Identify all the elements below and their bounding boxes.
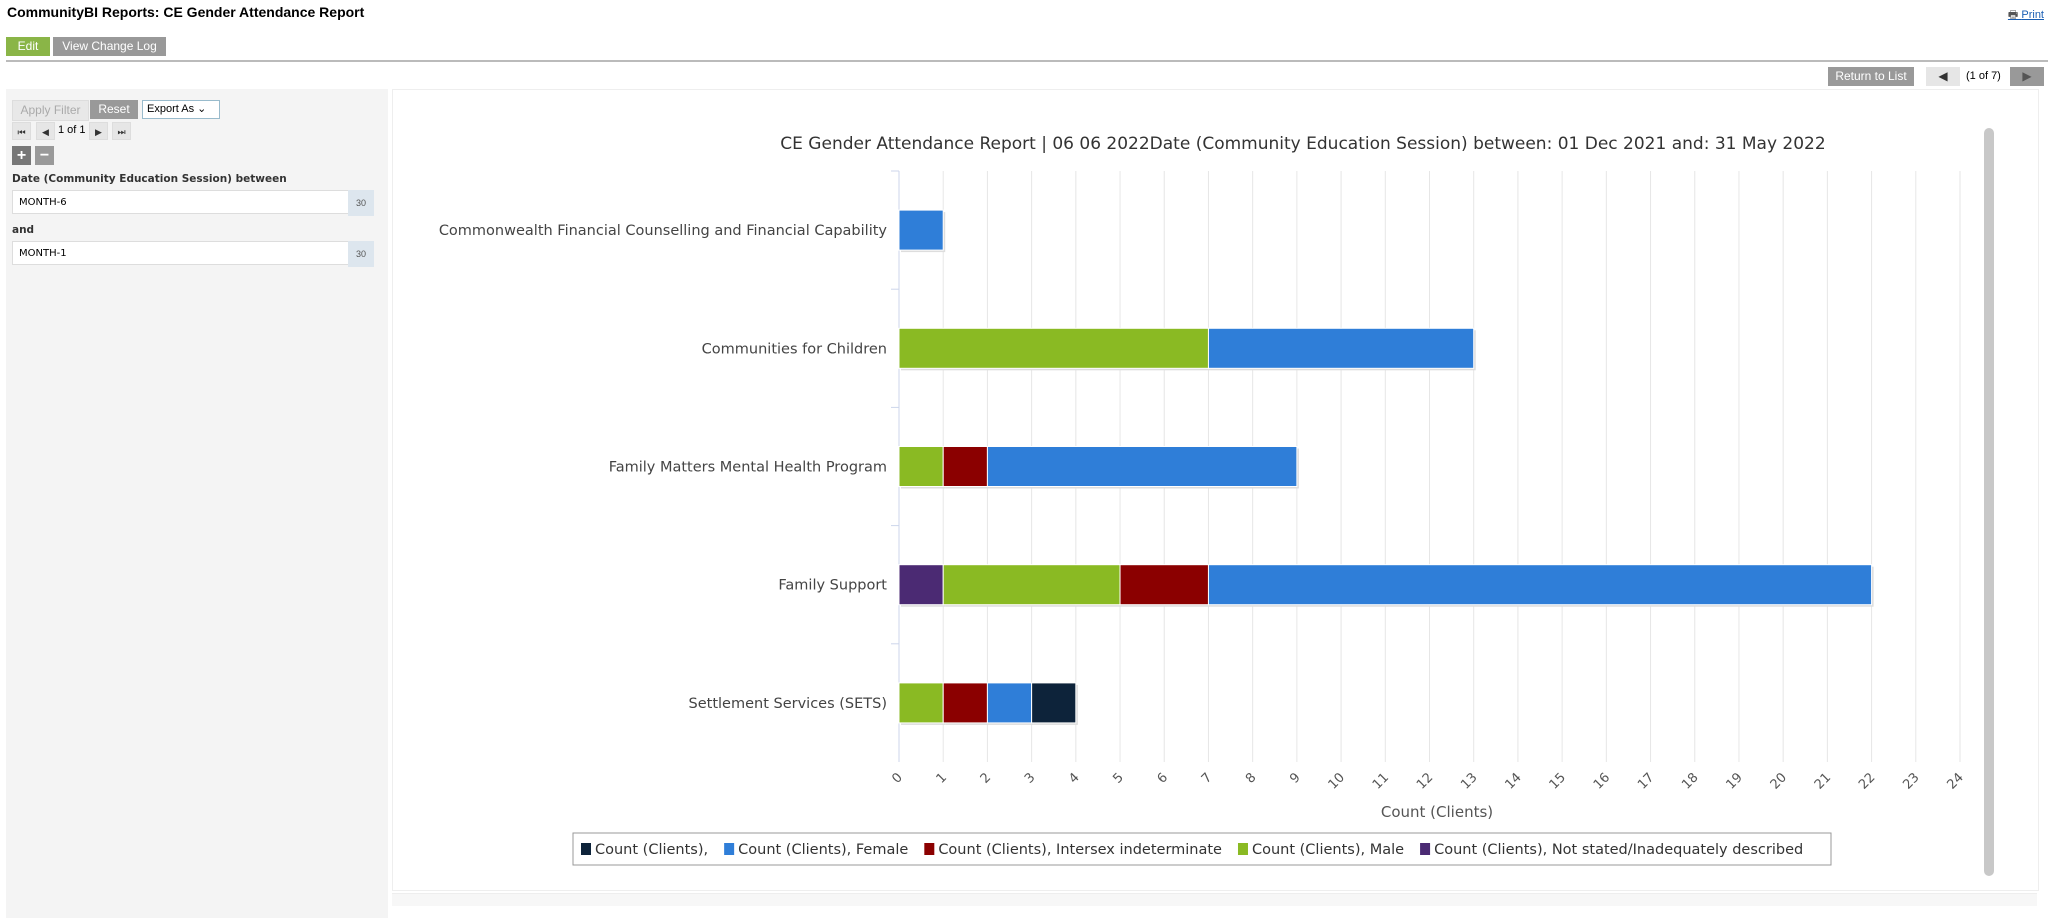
first-page-button[interactable]: ⏮ — [12, 122, 31, 140]
x-tick-label: 13 — [1458, 770, 1480, 792]
prev-page-button[interactable]: ◀ — [36, 122, 55, 140]
return-to-list-button[interactable]: Return to List — [1828, 67, 1914, 86]
export-as-select[interactable]: Export As ⌄ — [142, 100, 220, 119]
x-tick-label: 9 — [1287, 770, 1303, 786]
legend — [572, 832, 1832, 866]
scrollbar[interactable] — [1984, 128, 1994, 876]
chart-title: CE Gender Attendance Report | 06 06 2022… — [780, 134, 1825, 154]
x-tick-label: 18 — [1679, 770, 1701, 792]
legend-swatch — [724, 843, 735, 855]
x-tick-label: 8 — [1243, 770, 1259, 786]
x-tick-label: 19 — [1723, 770, 1745, 792]
legend-item[interactable]: Count (Clients), Intersex indeterminate — [938, 842, 1222, 858]
x-axis-title: Count (Clients) — [1381, 803, 1493, 821]
filter-panel: Apply Filter Reset Export As ⌄ ⏮ ◀ 1 of … — [6, 89, 388, 918]
x-tick-label: 12 — [1414, 770, 1436, 792]
chevron-down-icon: ⌄ — [197, 103, 207, 115]
x-tick-label: 7 — [1199, 770, 1215, 786]
legend-swatch — [1420, 843, 1431, 855]
x-tick-label: 5 — [1110, 770, 1126, 786]
x-tick-label: 11 — [1370, 770, 1392, 792]
x-tick-label: 2 — [978, 770, 994, 786]
legend-item[interactable]: Count (Clients), — [595, 842, 708, 858]
bar-segment[interactable] — [898, 682, 944, 724]
printer-icon: 🖶 — [2007, 9, 2022, 21]
bar-chart: CE Gender Attendance Report | 06 06 2022… — [439, 128, 1994, 876]
bar-segment[interactable] — [1119, 564, 1209, 606]
x-tick-label: 1 — [934, 770, 950, 786]
bar-segment[interactable] — [898, 209, 944, 251]
remove-filter-button[interactable]: − — [35, 146, 54, 165]
edit-button[interactable]: Edit — [6, 37, 50, 56]
calendar-icon[interactable]: 30 — [348, 241, 374, 267]
x-tick-label: 23 — [1900, 770, 1922, 792]
bar-segment[interactable] — [942, 446, 988, 487]
legend-item[interactable]: Count (Clients), Female — [738, 842, 908, 858]
from-date-input[interactable]: MONTH-6 — [12, 190, 350, 214]
category-label: Commonwealth Financial Counselling and F… — [439, 223, 888, 239]
print-label: Print — [2021, 9, 2044, 21]
view-change-log-button[interactable]: View Change Log — [53, 37, 166, 56]
record-position: (1 of 7) — [1966, 70, 2001, 82]
chart-panel: CE Gender Attendance Report | 06 06 2022… — [392, 89, 2039, 891]
x-tick-label: 22 — [1856, 770, 1878, 792]
x-tick-label: 3 — [1022, 770, 1038, 786]
legend-swatch — [1237, 843, 1248, 855]
x-tick-label: 20 — [1768, 770, 1790, 792]
bar-segment[interactable] — [898, 564, 944, 606]
x-tick-label: 0 — [889, 770, 905, 786]
x-tick-label: 14 — [1502, 770, 1524, 792]
next-page-button[interactable]: ▶ — [89, 122, 108, 140]
category-label: Family Matters Mental Health Program — [609, 460, 887, 476]
bar-segment[interactable] — [942, 682, 988, 724]
print-link[interactable]: 🖶 Print — [2008, 6, 2044, 25]
calendar-icon[interactable]: 30 — [348, 190, 374, 216]
and-label: and — [12, 224, 35, 236]
reset-button[interactable]: Reset — [90, 100, 138, 119]
legend-swatch — [581, 843, 591, 855]
bar-segment[interactable] — [898, 446, 944, 487]
x-tick-label: 4 — [1066, 770, 1082, 786]
bar-segment[interactable] — [1031, 682, 1077, 724]
previous-record-button[interactable]: ◀ — [1926, 67, 1960, 86]
bar-segment[interactable] — [1207, 564, 1873, 606]
legend-item[interactable]: Count (Clients), Male — [1252, 842, 1404, 858]
category-label: Settlement Services (SETS) — [689, 696, 887, 712]
bar-segment[interactable] — [986, 682, 1033, 724]
export-as-label: Export As — [147, 103, 195, 115]
page-title: CommunityBI Reports: CE Gender Attendanc… — [7, 4, 365, 20]
x-tick-label: 6 — [1155, 770, 1171, 786]
to-date-input[interactable]: MONTH-1 — [12, 241, 350, 265]
add-filter-button[interactable]: + — [12, 146, 31, 165]
x-tick-label: 15 — [1547, 770, 1569, 792]
next-record-button[interactable]: ▶ — [2010, 67, 2044, 86]
x-tick-label: 16 — [1591, 770, 1613, 792]
bar-segment[interactable] — [986, 446, 1298, 487]
last-page-button[interactable]: ⏭ — [112, 122, 131, 140]
x-tick-label: 24 — [1945, 770, 1967, 792]
x-tick-label: 17 — [1635, 770, 1657, 792]
bar-segment[interactable] — [942, 564, 1121, 606]
date-between-label: Date (Community Education Session) betwe… — [12, 173, 287, 185]
x-tick-label: 10 — [1326, 770, 1348, 792]
apply-filter-button[interactable]: Apply Filter — [12, 100, 89, 121]
legend-item[interactable]: Count (Clients), Not stated/Inadequately… — [1434, 842, 1803, 858]
x-tick-label: 21 — [1812, 770, 1834, 792]
horizontal-scrollbar[interactable] — [392, 893, 2037, 906]
category-label: Communities for Children — [702, 341, 887, 357]
page-indicator: 1 of 1 — [58, 124, 86, 136]
category-label: Family Support — [778, 578, 887, 594]
bar-segment[interactable] — [1207, 327, 1475, 369]
divider — [6, 60, 2048, 62]
legend-swatch — [924, 843, 935, 855]
bar-segment[interactable] — [898, 327, 1209, 369]
